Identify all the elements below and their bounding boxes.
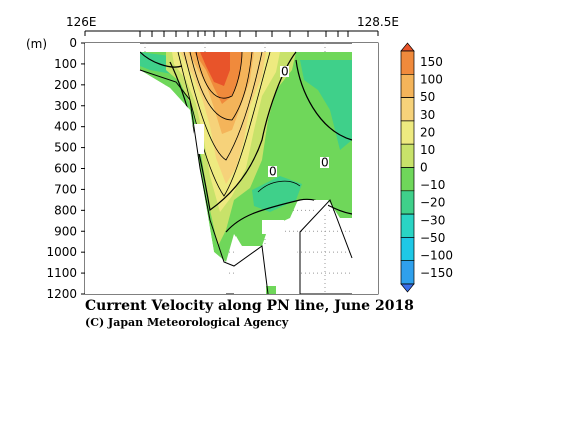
colorbar-level-label: 50: [420, 90, 435, 104]
y-tick-label: 1200: [46, 287, 77, 301]
colorbar-level-label: 0: [420, 161, 428, 175]
colorbar-level-label: −30: [420, 213, 445, 227]
colorbar-swatch: [400, 260, 415, 285]
colorbar-level-label: −20: [420, 196, 445, 210]
colorbar-swatch: [400, 50, 415, 75]
nodata-gap-2: [262, 220, 284, 234]
y-tick-label: 300: [54, 99, 77, 113]
y-tick-label: 200: [54, 78, 77, 92]
chart-credit: (C) Japan Meteorological Agency: [85, 316, 289, 329]
station-ticks: [139, 31, 349, 37]
y-tick-label: 700: [54, 182, 77, 196]
colorbar-swatch: [400, 190, 415, 215]
y-tick-label: 800: [54, 203, 77, 217]
lon-label-east: 128.5E: [357, 15, 399, 29]
y-tick-label: 900: [54, 224, 77, 238]
colorbar-swatch: [400, 237, 415, 262]
colorbar-swatch: [400, 283, 415, 293]
y-tick-label: 400: [54, 120, 77, 134]
region-green-bottom: [266, 286, 276, 294]
colorbar-swatch: [400, 213, 415, 238]
colorbar-level-label: 10: [420, 143, 435, 157]
y-tick-label: 0: [69, 36, 77, 50]
contour-zero-labels: 0 0 0: [268, 65, 329, 179]
region-negative-east: [300, 60, 352, 150]
colorbar-swatch: [400, 73, 415, 98]
colorbar-swatch: [400, 42, 415, 52]
colorbar-level-label: −50: [420, 231, 445, 245]
nodata-west-wedge: [85, 43, 226, 294]
svg-text:0: 0: [269, 165, 277, 179]
nodata-gap-3: [314, 200, 328, 214]
svg-text:0: 0: [321, 156, 329, 170]
y-unit-label: (m): [26, 37, 47, 51]
colorbar-level-label: 20: [420, 125, 435, 139]
colorbar-swatch: [400, 97, 415, 122]
colorbar-level-label: 150: [420, 55, 443, 69]
y-axis-ticks: 0 100 200 300 400 500 600 700 800 900 1000 1100 1200: [46, 36, 85, 301]
nodata-gap-1: [194, 124, 204, 154]
velocity-section: [85, 43, 378, 294]
y-tick-label: 500: [54, 141, 77, 155]
colorbar-swatch: [400, 143, 415, 168]
chart-title: Current Velocity along PN line, June 201…: [85, 298, 414, 314]
y-tick-label: 1000: [46, 245, 77, 259]
nodata-east: [234, 43, 378, 294]
region-positive-150: [200, 52, 230, 86]
y-tick-label: 600: [54, 162, 77, 176]
colorbar-swatch: [400, 120, 415, 145]
y-tick-label: 1100: [46, 266, 77, 280]
colorbar-level-label: −10: [420, 178, 445, 192]
colorbar-level-label: 30: [420, 108, 435, 122]
svg-text:0: 0: [281, 65, 289, 79]
colorbar-level-label: −150: [420, 266, 453, 280]
colorbar-swatch: [400, 167, 415, 192]
colorbar-level-label: 100: [420, 73, 443, 87]
seafloor-line: [139, 69, 353, 294]
colorbar-level-label: −100: [420, 248, 453, 262]
lon-label-west: 126E: [66, 15, 97, 29]
y-tick-label: 100: [54, 57, 77, 71]
